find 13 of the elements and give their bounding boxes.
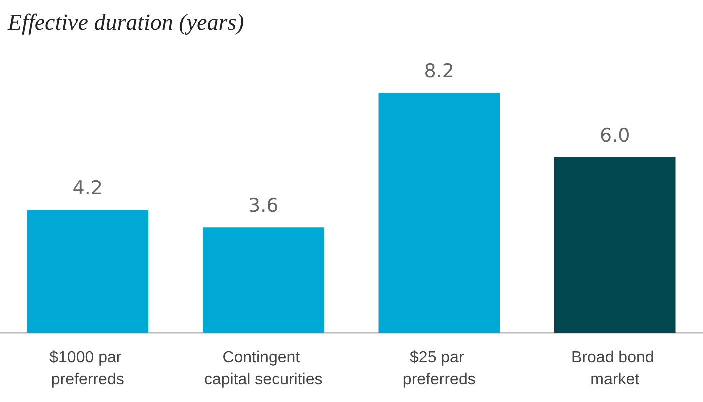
data-label: 8.2 (424, 60, 454, 82)
chart-title: Effective duration (years) (7, 10, 244, 35)
x-tick-label: Contingent capital securities (204, 350, 323, 388)
x-tick-label: $1000 par preferreds (50, 350, 126, 388)
x-tick-label: $25 par preferreds (402, 350, 476, 388)
data-label: 3.6 (248, 195, 279, 218)
data-label: 4.2 (72, 178, 103, 200)
bar (27, 210, 149, 333)
bar (378, 93, 500, 333)
bar (202, 228, 324, 333)
bar (554, 157, 676, 333)
x-tick-label: Broad bond market (572, 350, 659, 388)
data-label: 6.0 (600, 124, 630, 147)
